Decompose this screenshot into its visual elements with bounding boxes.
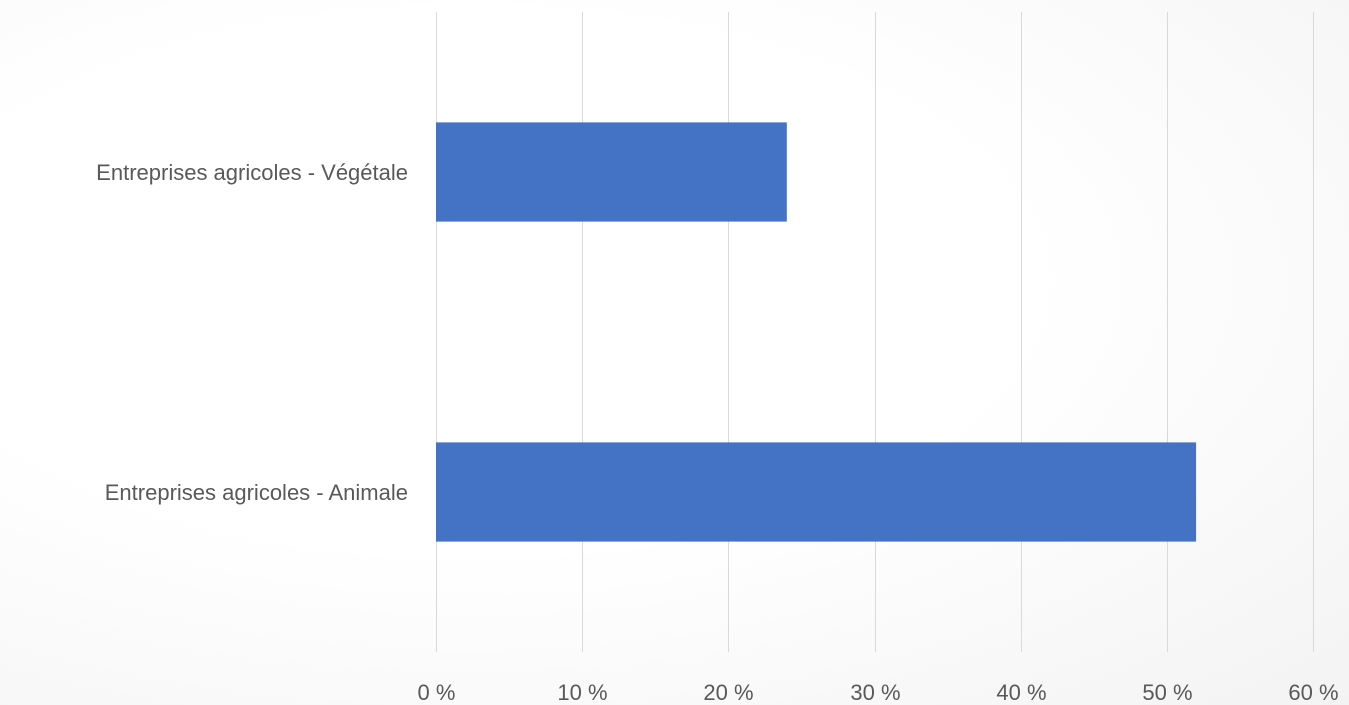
x-tick-label: 0 % — [418, 680, 456, 705]
category-labels: Entreprises agricoles - Végétale Entrepri… — [96, 160, 408, 505]
category-label: Entreprises agricoles - Animale — [105, 480, 408, 505]
bar — [436, 122, 787, 222]
x-tick-label: 20 % — [703, 680, 753, 705]
bars — [436, 122, 1197, 542]
x-tick-label: 40 % — [996, 680, 1046, 705]
x-tick-label: 30 % — [850, 680, 900, 705]
category-label: Entreprises agricoles - Végétale — [96, 160, 408, 185]
bar — [436, 442, 1197, 542]
x-tick-label: 50 % — [1142, 680, 1192, 705]
x-tick-label: 60 % — [1288, 680, 1338, 705]
x-axis-tick-labels: 0 % 10 % 20 % 30 % 40 % 50 % 60 % — [418, 680, 1339, 705]
x-tick-label: 10 % — [557, 680, 607, 705]
gridlines — [436, 12, 1314, 652]
